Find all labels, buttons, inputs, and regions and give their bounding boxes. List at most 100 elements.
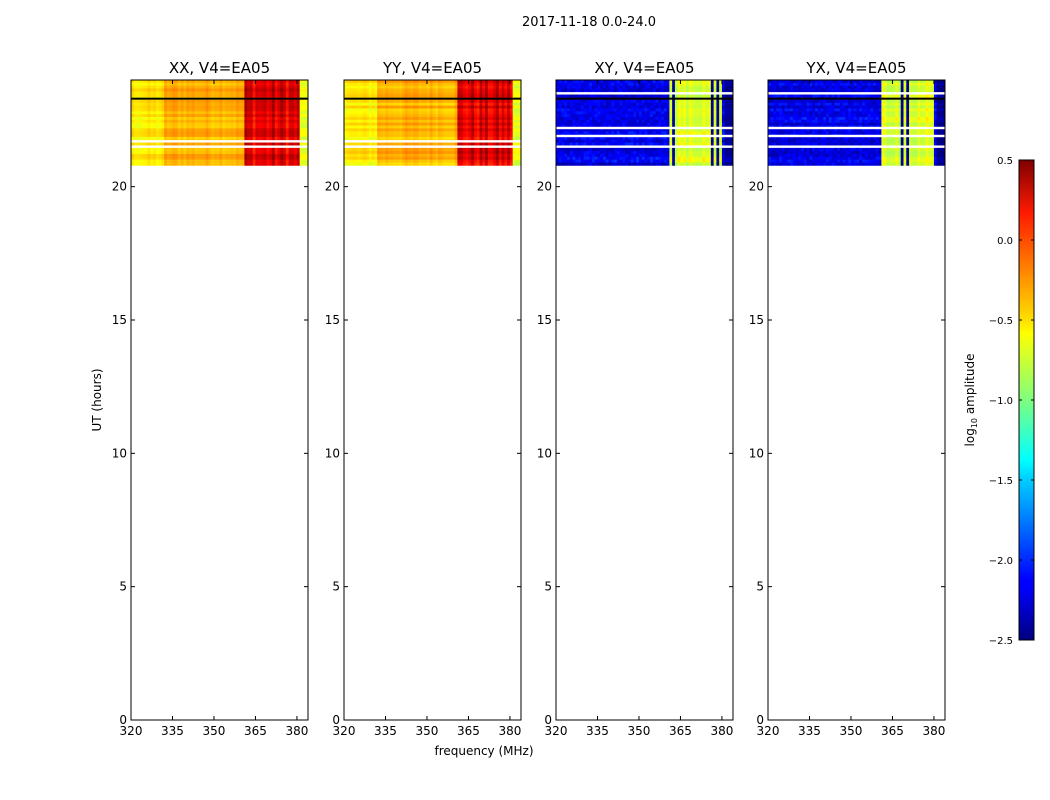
heatmap-cell [133, 116, 137, 121]
heatmap-cell [460, 156, 464, 161]
heatmap-cell [496, 111, 500, 115]
heatmap-cell [164, 82, 168, 87]
heatmap-cell [457, 119, 461, 124]
heatmap-cell [238, 91, 243, 95]
heatmap-cell [451, 125, 456, 129]
heatmap-cell [186, 99, 190, 104]
heatmap-cell [238, 128, 243, 132]
heatmap-cell [622, 80, 626, 84]
heatmap-cell [247, 114, 251, 118]
heatmap-cell [633, 80, 637, 84]
heatmap-cell [404, 162, 409, 166]
heatmap-cell [283, 128, 287, 132]
heatmap-cell [569, 82, 573, 87]
heatmap-cell [144, 122, 148, 126]
heatmap-cell [622, 108, 626, 112]
heatmap-cell [202, 151, 207, 155]
heatmap-cell [558, 162, 562, 166]
heatmap-cell [435, 142, 439, 146]
heatmap-cell [205, 142, 209, 146]
heatmap-cell [352, 125, 356, 129]
heatmap-cell [252, 85, 256, 89]
heatmap-cell [197, 148, 201, 152]
heatmap-cell [487, 91, 491, 95]
heatmap-cell [247, 128, 251, 132]
heatmap-cell [498, 131, 503, 135]
heatmap-cell [471, 99, 475, 104]
heatmap-cell [183, 125, 187, 129]
heatmap-cell [580, 114, 585, 118]
heatmap-cell [305, 134, 309, 138]
heatmap-cell [230, 99, 234, 104]
heatmap-cell [636, 111, 640, 115]
heatmap-cell [501, 128, 505, 132]
heatmap-cell [133, 85, 137, 89]
heatmap-cell [396, 80, 400, 84]
heatmap-cell [291, 85, 295, 89]
heatmap-cell [650, 114, 654, 118]
heatmap-cell [432, 116, 436, 121]
heatmap-cell [379, 125, 384, 129]
heatmap-cell [457, 148, 461, 152]
heatmap-cell [597, 102, 601, 106]
heatmap-cell [277, 162, 281, 166]
heatmap-cell [644, 82, 648, 87]
heatmap-cell [564, 80, 568, 84]
heatmap-cell [424, 88, 428, 92]
heatmap-cell [147, 119, 151, 124]
heatmap-cell [158, 128, 162, 132]
heatmap-cell [600, 139, 604, 143]
heatmap-cell [280, 156, 284, 161]
heatmap-cell [515, 134, 519, 138]
heatmap-cell [407, 128, 411, 132]
heatmap-cell [647, 94, 651, 98]
heatmap-cell [142, 136, 146, 141]
heatmap-cell [578, 122, 582, 126]
heatmap-cell [197, 128, 201, 132]
heatmap-cell [633, 148, 637, 152]
heatmap-cell [473, 116, 478, 121]
heatmap-cell [589, 80, 593, 84]
heatmap-cell [622, 139, 626, 143]
heatmap-cell [208, 119, 212, 124]
heatmap-cell [580, 139, 585, 143]
heatmap-cell [374, 148, 378, 152]
heatmap-cell [166, 91, 171, 95]
heatmap-cell [462, 128, 467, 132]
heatmap-cell [440, 91, 444, 95]
heatmap-cell [249, 151, 254, 155]
flag-line-white [131, 145, 308, 148]
heatmap-cell [357, 159, 361, 163]
heatmap-cell [131, 153, 135, 158]
heatmap-cell [249, 102, 254, 106]
heatmap-cell [194, 119, 198, 124]
heatmap-cell [402, 82, 406, 87]
heatmap-cell [211, 134, 215, 138]
heatmap-cell [294, 102, 298, 106]
heatmap-cell [302, 111, 306, 115]
heatmap-cell [597, 82, 601, 87]
heatmap-cell [288, 153, 292, 158]
heatmap-cell [344, 91, 348, 95]
heatmap-cell [597, 122, 601, 126]
heatmap-cell [575, 139, 579, 143]
heatmap-cell [652, 94, 656, 98]
heatmap-cell [227, 111, 231, 115]
heatmap-cell [352, 134, 356, 138]
heatmap-cell [404, 156, 409, 161]
heatmap-cell [504, 148, 508, 152]
heatmap-cell [556, 148, 560, 152]
heatmap-cell [294, 80, 298, 84]
heatmap-cell [191, 105, 196, 109]
heatmap-cell [650, 85, 654, 89]
heatmap-cell [249, 156, 254, 161]
heatmap-cell [465, 94, 469, 98]
heatmap-cell [504, 85, 508, 89]
heatmap-cell [272, 85, 276, 89]
heatmap-cell [501, 82, 505, 87]
heatmap-cell [443, 108, 447, 112]
heatmap-cell [594, 136, 598, 141]
heatmap-cell [465, 108, 469, 112]
heatmap-cell [589, 131, 593, 135]
heatmap-cell [638, 162, 643, 166]
